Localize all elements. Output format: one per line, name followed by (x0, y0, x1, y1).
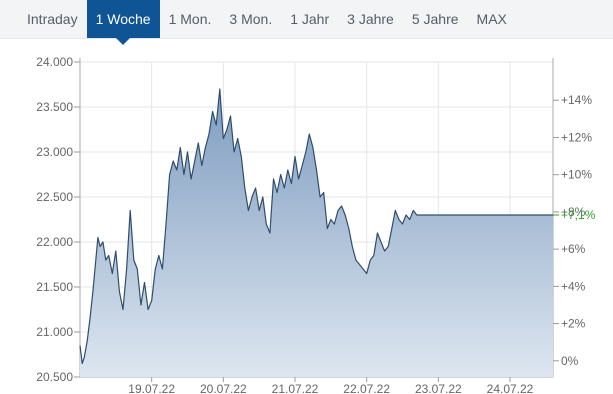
y-tick-label: 24.000 (36, 55, 73, 69)
right-tick-label: +2% (561, 317, 586, 331)
right-tick-label: +4% (561, 279, 586, 293)
x-tick-label: 22.07.22 (343, 382, 390, 394)
tab-1-jahr[interactable]: 1 Jahr (290, 11, 330, 27)
y-tick-label: 23.500 (36, 100, 73, 114)
tab-1-mon[interactable]: 1 Mon. (168, 11, 212, 27)
right-tick-label: 0% (561, 354, 579, 368)
tab-intraday[interactable]: Intraday (27, 11, 78, 27)
x-tick-label: 23.07.22 (415, 382, 462, 394)
tab-1-woche[interactable]: 1 Woche (86, 0, 160, 45)
timeframe-tabs: Intraday 1 Woche 1 Mon. 3 Mon. 1 Jahr 3 Jahre… (18, 0, 516, 45)
y-tick-label: 22.000 (36, 235, 73, 249)
y-tick-label: 21.000 (36, 325, 73, 339)
tab-3-jahre[interactable]: 3 Jahre (347, 11, 394, 27)
x-tick-label: 20.07.22 (200, 382, 247, 394)
right-tick-label: +10% (561, 168, 592, 182)
series-area (80, 89, 553, 377)
right-tick-label: +12% (561, 130, 592, 144)
y-tick-label: 23.000 (36, 145, 73, 159)
x-tick-label: 19.07.22 (128, 382, 175, 394)
timeframe-tabbar: Intraday 1 Woche 1 Mon. 3 Mon. 1 Jahr 3 Jahre… (0, 0, 613, 45)
y-tick-label: 21.500 (36, 280, 73, 294)
current-change-label: +7,1% (561, 208, 596, 222)
right-tick-label: +14% (561, 93, 592, 107)
tab-max[interactable]: MAX (476, 11, 507, 27)
tab-5-jahre[interactable]: 5 Jahre (411, 11, 459, 27)
y-tick-label: 22.500 (36, 190, 73, 204)
tab-3-mon[interactable]: 3 Mon. (229, 11, 273, 27)
x-tick-label: 21.07.22 (272, 382, 319, 394)
right-tick-label: +8% (561, 205, 586, 219)
series-line (79, 88, 553, 365)
y-tick-label: 20.500 (36, 370, 73, 384)
x-tick-label: 24.07.22 (487, 382, 534, 394)
right-tick-label: +6% (561, 242, 586, 256)
